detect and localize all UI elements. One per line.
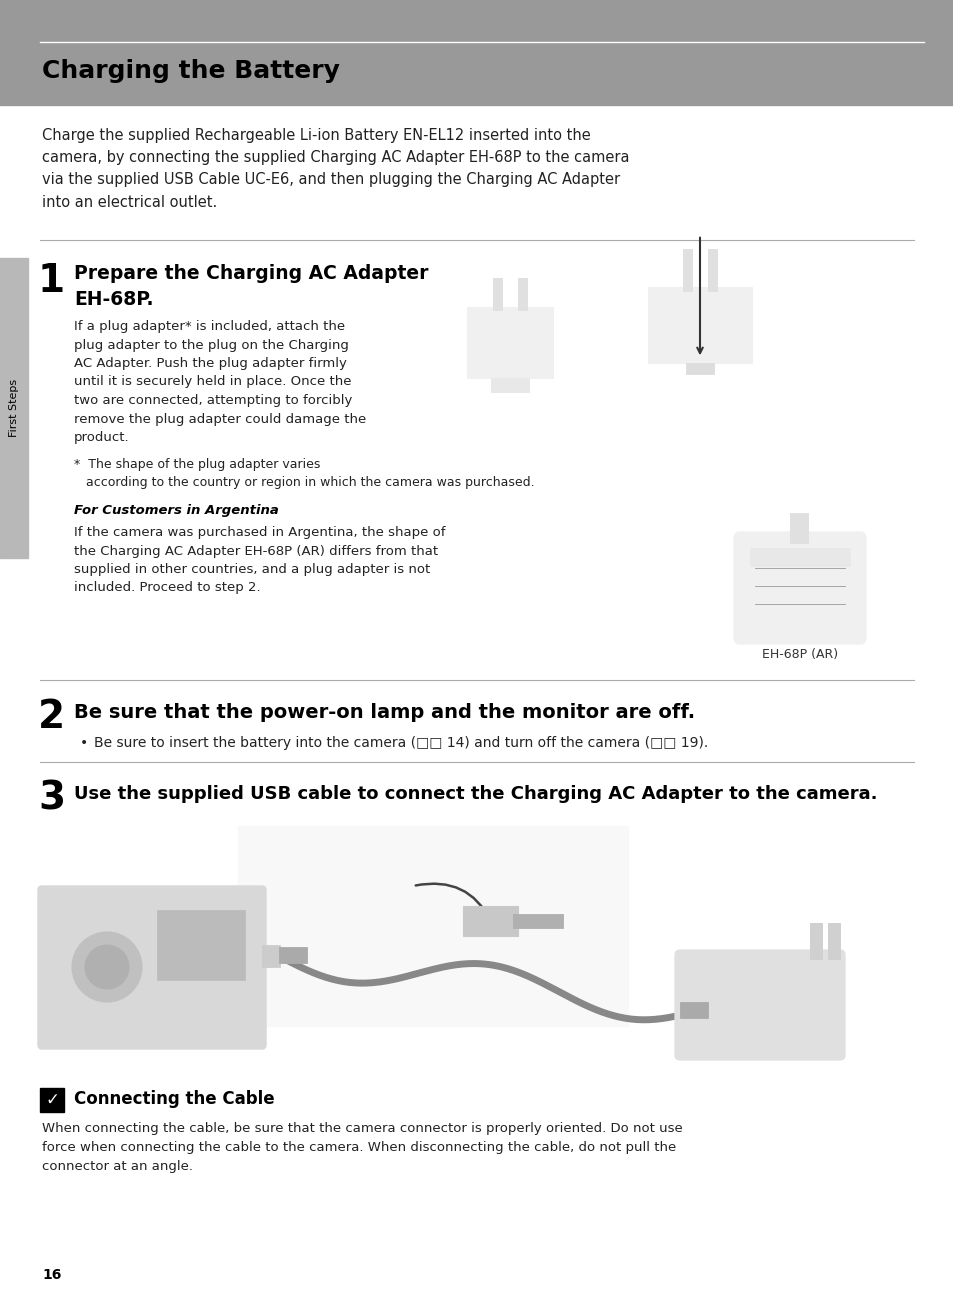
Bar — [0, 258, 28, 558]
Text: according to the country or region in which the camera was purchased.: according to the country or region in wh… — [74, 476, 534, 489]
Text: 1: 1 — [38, 261, 65, 300]
Text: Charging the Battery: Charging the Battery — [42, 59, 339, 83]
Bar — [682, 248, 692, 290]
Bar — [491, 377, 529, 392]
Text: Charge the supplied Rechargeable Li-ion Battery EN-EL12 inserted into the
camera: Charge the supplied Rechargeable Li-ion … — [42, 127, 629, 210]
Bar — [467, 306, 552, 377]
Bar — [513, 915, 562, 928]
Text: Be sure that the power-on lamp and the monitor are off.: Be sure that the power-on lamp and the m… — [74, 703, 695, 721]
Text: For Customers in Argentina: For Customers in Argentina — [74, 505, 278, 516]
Text: 2: 2 — [38, 698, 65, 736]
Text: Prepare the Charging AC Adapter: Prepare the Charging AC Adapter — [74, 264, 428, 283]
Text: 3: 3 — [38, 781, 65, 819]
Bar — [789, 512, 807, 543]
Text: If a plug adapter* is included, attach the
plug adapter to the plug on the Charg: If a plug adapter* is included, attach t… — [74, 321, 366, 444]
Bar — [685, 363, 714, 374]
Bar — [493, 279, 502, 310]
Bar — [517, 279, 527, 310]
Circle shape — [71, 932, 142, 1003]
Bar — [237, 827, 627, 1026]
Bar — [827, 922, 840, 959]
Bar — [809, 922, 821, 959]
Text: EH-68P (AR): EH-68P (AR) — [761, 648, 837, 661]
Bar — [749, 548, 849, 566]
Circle shape — [85, 945, 129, 989]
Bar — [157, 911, 245, 980]
Text: When connecting the cable, be sure that the camera connector is properly oriente: When connecting the cable, be sure that … — [42, 1122, 682, 1173]
FancyBboxPatch shape — [733, 532, 865, 644]
Text: •: • — [80, 736, 89, 750]
Text: 16: 16 — [42, 1268, 61, 1282]
Bar — [0, 0, 953, 105]
Text: First Steps: First Steps — [9, 378, 19, 438]
Bar — [262, 945, 280, 967]
Text: If the camera was purchased in Argentina, the shape of
the Charging AC Adapter E: If the camera was purchased in Argentina… — [74, 526, 445, 594]
Bar — [647, 286, 752, 363]
Bar — [679, 1003, 707, 1018]
FancyBboxPatch shape — [38, 886, 266, 1049]
Text: Use the supplied USB cable to connect the Charging AC Adapter to the camera.: Use the supplied USB cable to connect th… — [74, 784, 877, 803]
Bar — [40, 1088, 64, 1112]
Text: Connecting the Cable: Connecting the Cable — [74, 1091, 274, 1108]
Text: Be sure to insert the battery into the camera (□□ 14) and turn off the camera (□: Be sure to insert the battery into the c… — [94, 736, 707, 750]
Bar — [278, 947, 307, 963]
FancyBboxPatch shape — [675, 950, 844, 1060]
Bar — [462, 905, 517, 936]
Text: ✓: ✓ — [45, 1091, 59, 1109]
Text: *  The shape of the plug adapter varies: * The shape of the plug adapter varies — [74, 459, 320, 470]
Bar — [707, 248, 717, 290]
Text: EH-68P.: EH-68P. — [74, 290, 153, 309]
